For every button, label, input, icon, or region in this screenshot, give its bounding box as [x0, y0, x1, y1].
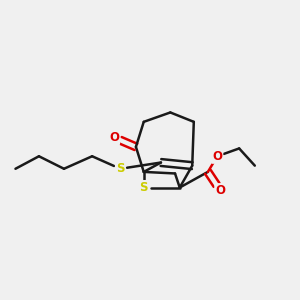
- Text: O: O: [109, 131, 119, 144]
- Text: O: O: [215, 184, 225, 197]
- Text: O: O: [212, 150, 222, 163]
- Text: S: S: [140, 181, 148, 194]
- Text: S: S: [116, 162, 124, 175]
